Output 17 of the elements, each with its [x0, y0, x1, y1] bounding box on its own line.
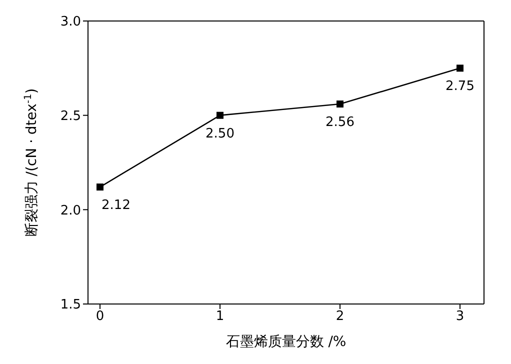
x-tick-label: 0 — [96, 309, 104, 324]
y-tick-label: 2.0 — [60, 203, 81, 218]
data-label: 2.56 — [326, 115, 354, 130]
data-label: 2.50 — [206, 126, 234, 142]
point — [336, 100, 344, 108]
y-tick-label: 2.5 — [60, 108, 81, 124]
data-label: 2.12 — [102, 198, 130, 214]
y-tick-label: 3.0 — [60, 14, 81, 30]
point — [96, 184, 104, 191]
x-tick-label: 1 — [216, 309, 224, 324]
x-tick-label: 2 — [336, 309, 344, 324]
x-axis-title: 石墨烯质量分数 /% — [226, 334, 346, 350]
point — [456, 64, 464, 72]
y-tick-label: 1.5 — [60, 298, 81, 313]
data-label: 2.75 — [446, 79, 474, 94]
x-tick-label: 3 — [456, 309, 464, 324]
point — [216, 112, 224, 119]
